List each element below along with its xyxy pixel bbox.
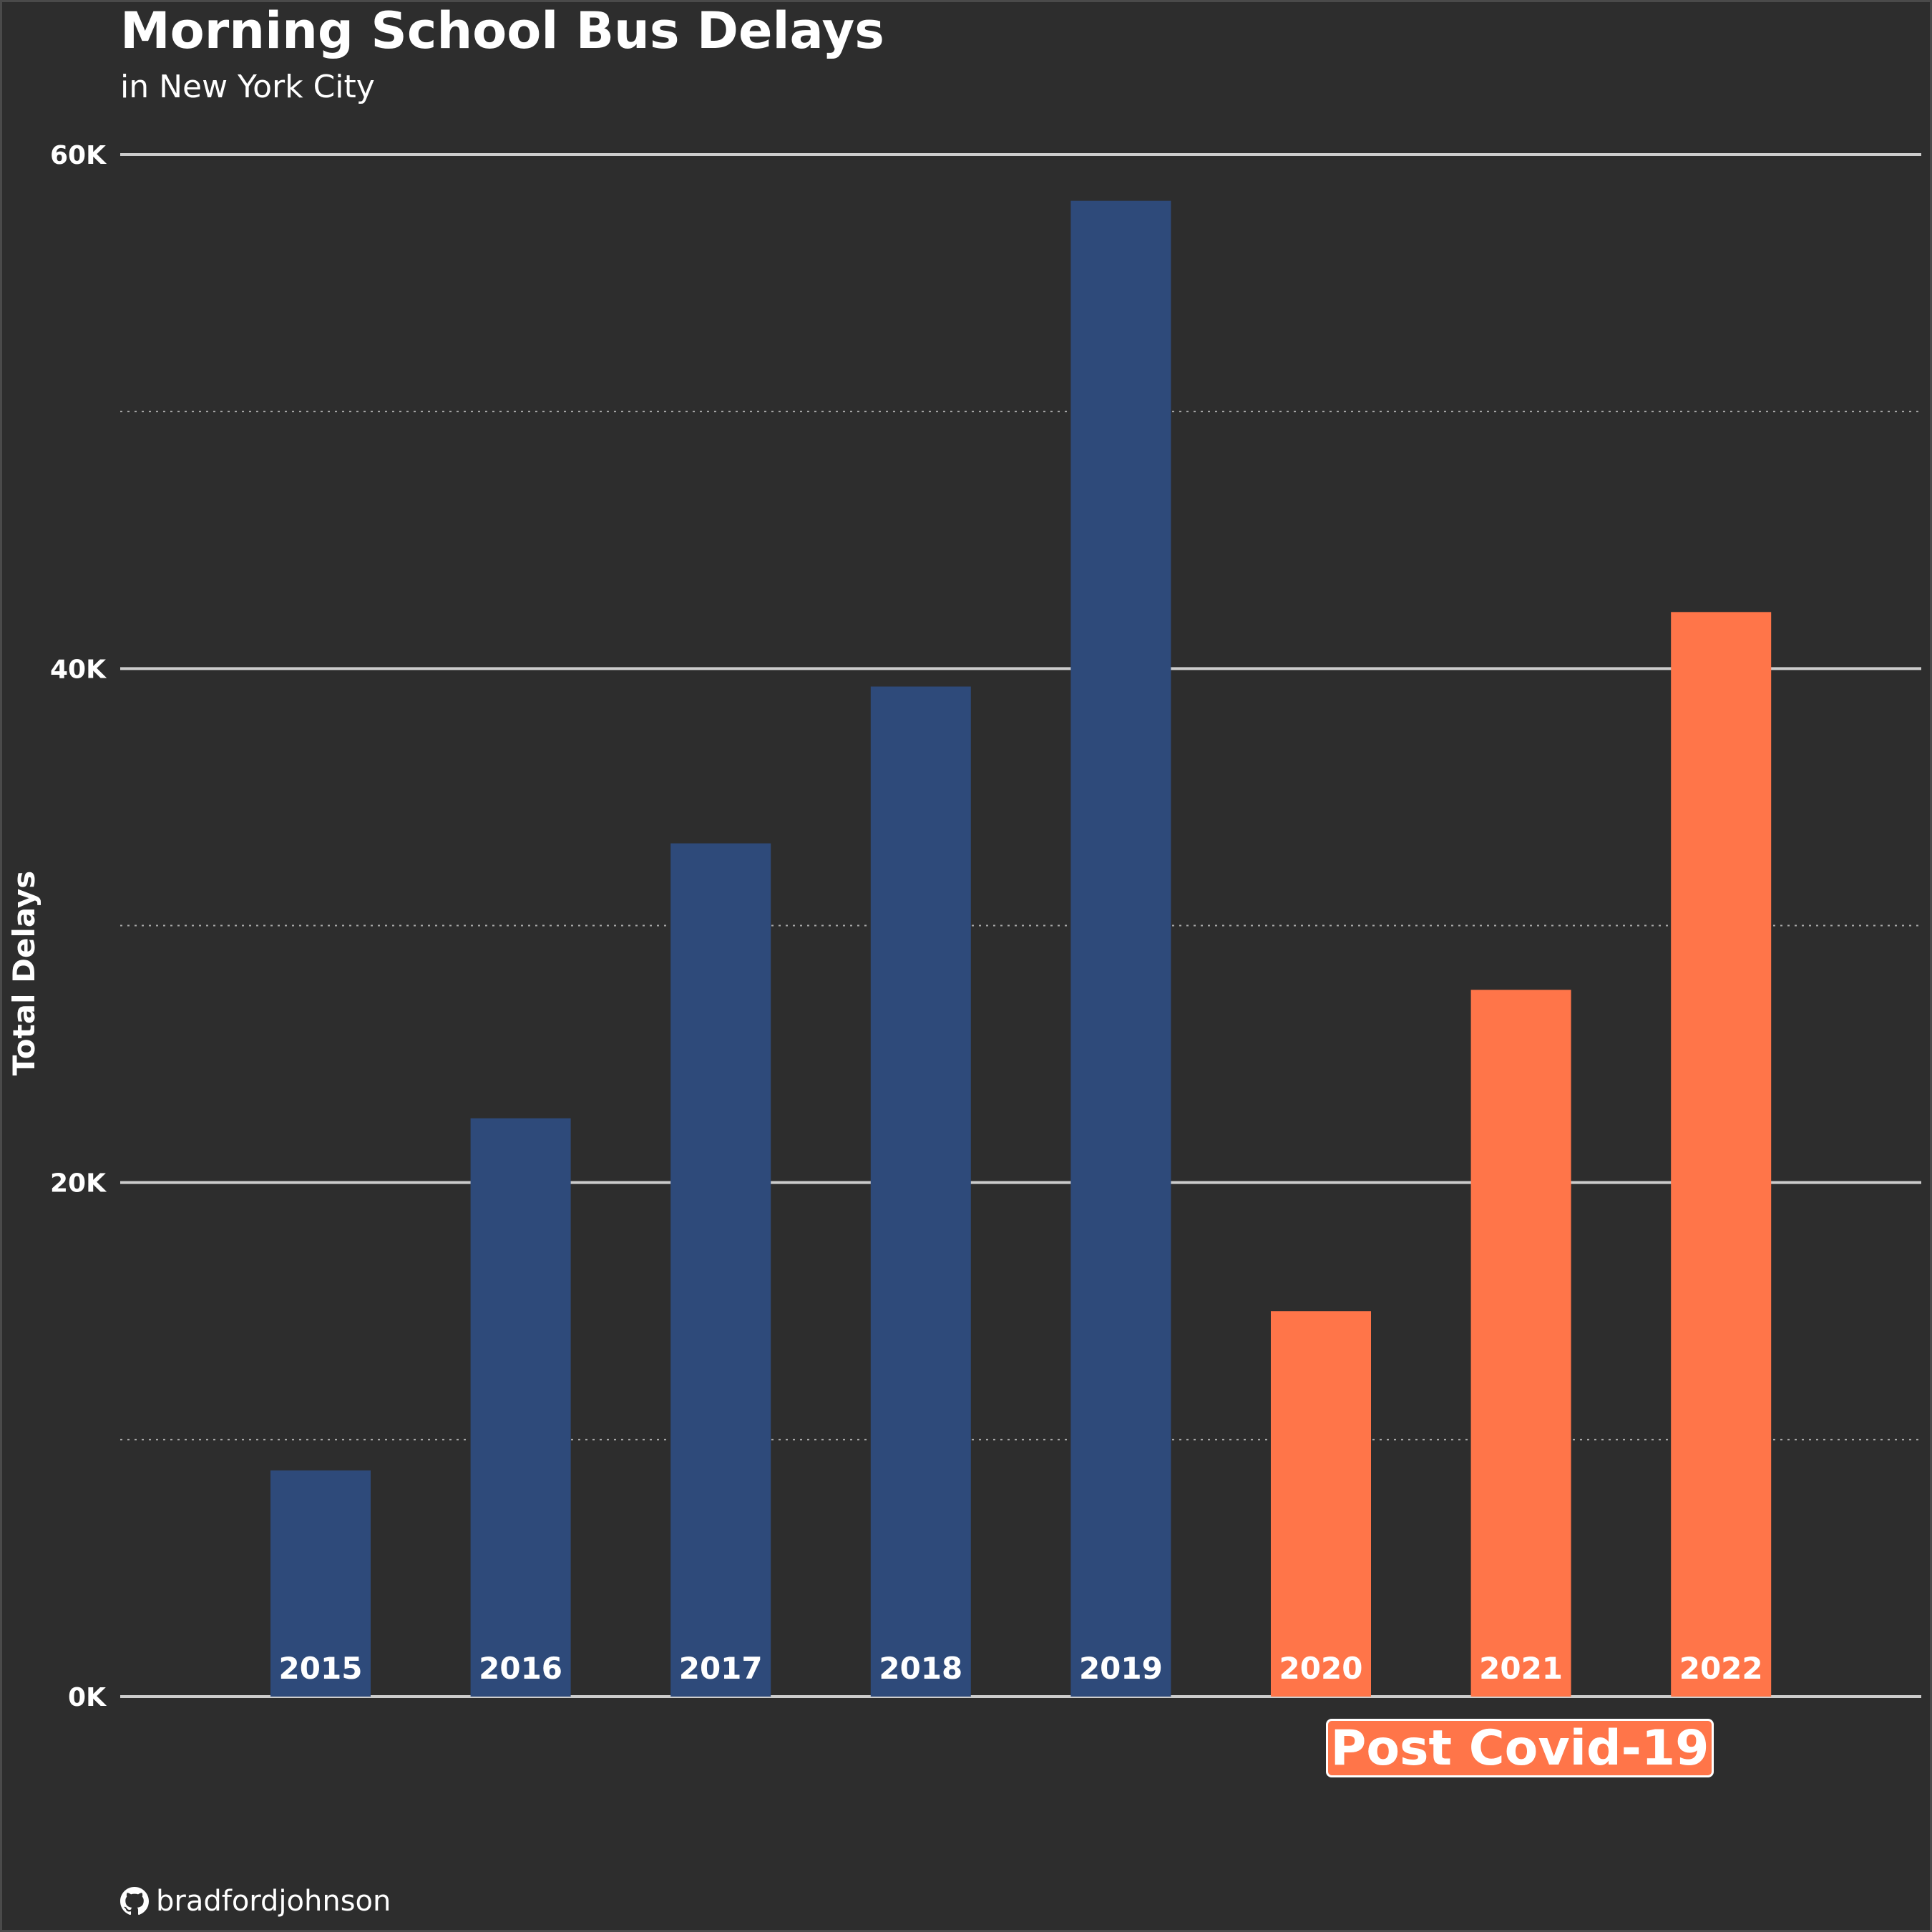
bar-label-2016: 2016 (479, 1651, 562, 1686)
bar-label-2020: 2020 (1279, 1651, 1363, 1686)
y-tick-label: 60K (50, 141, 107, 170)
bar-2018 (870, 686, 971, 1697)
github-icon (120, 1887, 149, 1916)
credit: bradfordjohnson (120, 1885, 391, 1918)
bar-label-2018: 2018 (879, 1651, 962, 1686)
y-tick-label: 20K (50, 1169, 107, 1199)
chart-title: Morning School Bus Delays (120, 1, 884, 60)
bar-2019 (1070, 200, 1171, 1697)
bar-label-2017: 2017 (679, 1651, 763, 1686)
post-covid-annotation: Post Covid-19 (1326, 1719, 1714, 1777)
y-tick-label: 40K (50, 655, 107, 684)
bar-label-2021: 2021 (1479, 1651, 1563, 1686)
bar-2020 (1271, 1311, 1371, 1697)
minor-gridlines (120, 411, 1921, 1440)
bars (270, 200, 1772, 1697)
bar-label-2022: 2022 (1679, 1651, 1763, 1686)
chart-subtitle: in New York City (120, 69, 375, 105)
bar-2021 (1470, 990, 1571, 1697)
bar-2015 (270, 1470, 371, 1697)
y-axis-title: Total Delays (6, 871, 42, 1076)
bar-label-2019: 2019 (1079, 1651, 1163, 1686)
y-axis-tick-labels: 0K 20K 40K 60K (50, 141, 107, 1712)
bar-label-2015: 2015 (279, 1651, 363, 1686)
major-gridlines (120, 153, 1921, 1698)
credit-text: bradfordjohnson (156, 1885, 391, 1918)
bar-2017 (670, 843, 771, 1697)
bar-2022 (1671, 612, 1772, 1697)
bar-2016 (470, 1118, 571, 1697)
bar-labels: 2015 2016 2017 2018 2019 2020 2021 2022 (279, 1651, 1763, 1686)
y-tick-label: 0K (68, 1683, 107, 1712)
